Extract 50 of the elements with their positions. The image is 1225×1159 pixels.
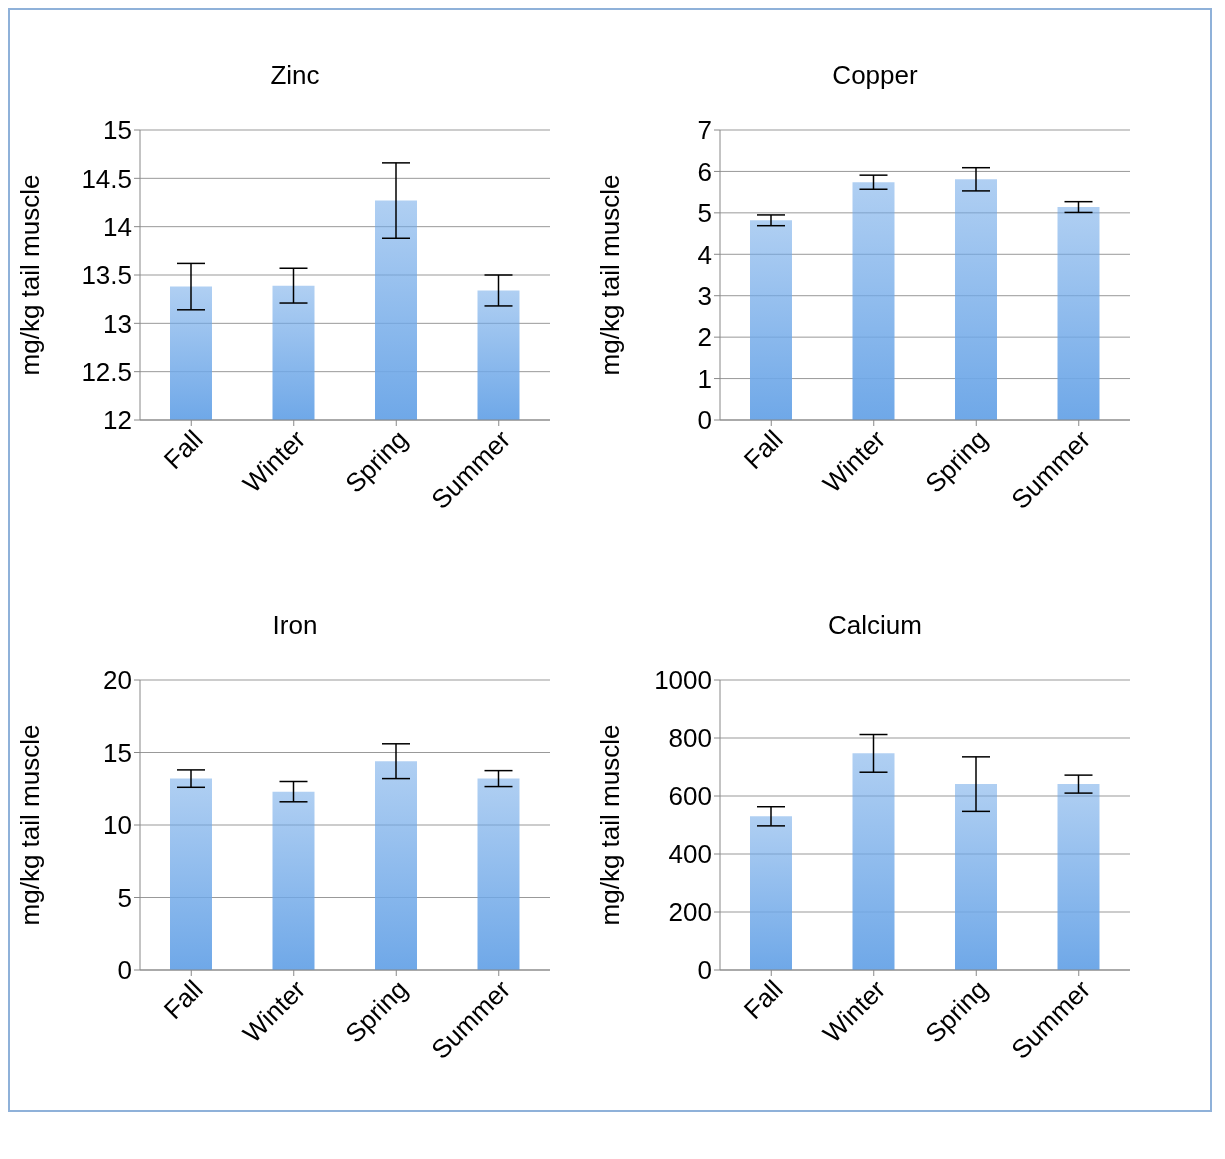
- y-tick-label: 3: [697, 280, 712, 311]
- y-tick-label: 12: [103, 405, 132, 436]
- chart-title: Copper: [831, 60, 919, 91]
- y-tick-label: 0: [697, 405, 712, 436]
- y-tick-label: 10: [103, 810, 132, 841]
- x-tick-label: Fall: [157, 424, 209, 475]
- y-tick-label: 12.5: [81, 356, 132, 387]
- chart-title: Zinc: [269, 60, 321, 91]
- bar: [375, 761, 417, 970]
- bar: [1057, 207, 1100, 420]
- y-tick-label: 400: [668, 839, 712, 870]
- y-tick-label: 13.5: [81, 260, 132, 291]
- y-axis-title: mg/kg tail muscle: [15, 174, 46, 376]
- y-tick-label: 1000: [654, 665, 712, 696]
- y-tick-label: 800: [668, 723, 712, 754]
- bar: [750, 220, 792, 420]
- x-tick-label: Fall: [737, 424, 789, 475]
- y-tick-label: 15: [103, 115, 132, 146]
- y-tick-label: 0: [117, 955, 132, 986]
- y-tick-label: 600: [668, 781, 712, 812]
- bar: [852, 753, 895, 970]
- bar: [170, 778, 212, 970]
- y-tick-label: 6: [697, 156, 712, 187]
- y-tick-label: 14: [103, 211, 132, 242]
- y-tick-label: 4: [697, 239, 712, 270]
- bar: [955, 179, 997, 420]
- bar: [852, 182, 895, 420]
- bar: [1057, 784, 1100, 970]
- y-tick-label: 5: [117, 882, 132, 913]
- y-axis-title: mg/kg tail muscle: [15, 724, 46, 926]
- y-tick-label: 2: [697, 322, 712, 353]
- y-tick-label: 15: [103, 737, 132, 768]
- bar: [750, 816, 792, 970]
- y-tick-label: 20: [103, 665, 132, 696]
- bar: [272, 791, 315, 970]
- chart-title: Calcium: [827, 610, 923, 641]
- x-tick-label: Fall: [157, 974, 209, 1025]
- y-tick-label: 1: [697, 363, 712, 394]
- y-tick-label: 5: [697, 198, 712, 229]
- y-tick-label: 7: [697, 115, 712, 146]
- x-tick-label: Fall: [737, 974, 789, 1025]
- chart-title: Iron: [271, 610, 319, 641]
- bar: [955, 784, 997, 970]
- bar: [477, 778, 520, 970]
- y-tick-label: 13: [103, 308, 132, 339]
- y-axis-title: mg/kg tail muscle: [595, 174, 626, 376]
- y-axis-title: mg/kg tail muscle: [595, 724, 626, 926]
- y-tick-label: 200: [668, 897, 712, 928]
- y-tick-label: 14.5: [81, 163, 132, 194]
- y-tick-label: 0: [697, 955, 712, 986]
